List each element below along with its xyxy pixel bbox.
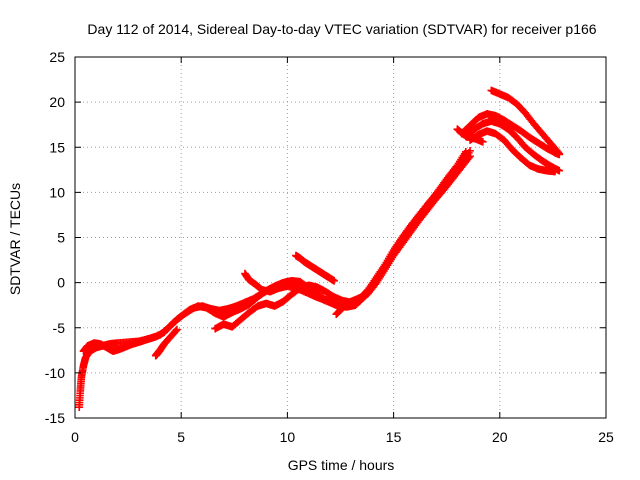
y-tick-label: 5 bbox=[57, 230, 65, 246]
x-tick-labels: 0 5 10 15 20 25 bbox=[71, 429, 614, 445]
series-track-h bbox=[457, 110, 564, 159]
x-tick-label: 5 bbox=[177, 429, 185, 445]
data-point bbox=[173, 325, 181, 334]
data-point bbox=[551, 167, 559, 176]
data-point bbox=[172, 326, 180, 335]
data-point bbox=[555, 149, 564, 158]
y-tick-labels: -15 -10 -5 0 5 10 15 20 25 bbox=[45, 49, 65, 426]
chart-title: Day 112 of 2014, Sidereal Day-to-day VTE… bbox=[87, 21, 596, 37]
series-track-d bbox=[241, 269, 334, 305]
series-track-b bbox=[79, 152, 474, 356]
x-tick-label: 10 bbox=[280, 429, 296, 445]
x-tick-label: 15 bbox=[386, 429, 402, 445]
y-axis-label: SDTVAR / TECUs bbox=[7, 183, 23, 295]
data-point bbox=[326, 296, 334, 305]
data-point bbox=[466, 147, 474, 155]
data-point bbox=[330, 277, 338, 285]
series-track-f bbox=[332, 293, 366, 319]
series-track-l bbox=[453, 125, 487, 146]
series-track-j bbox=[466, 127, 559, 176]
grid-lines bbox=[75, 57, 606, 418]
y-tick-label: -15 bbox=[45, 410, 65, 426]
y-tick-label: 25 bbox=[49, 49, 65, 65]
series-track-e bbox=[292, 251, 338, 285]
x-tick-label: 25 bbox=[598, 429, 614, 445]
y-tick-label: 10 bbox=[49, 184, 65, 200]
y-tick-label: 20 bbox=[49, 94, 65, 110]
axis-ticks bbox=[74, 56, 607, 419]
data-points bbox=[75, 86, 564, 411]
x-tick-label: 0 bbox=[71, 429, 79, 445]
y-tick-label: 0 bbox=[57, 275, 65, 291]
series-track-k bbox=[487, 86, 564, 158]
y-tick-label: -5 bbox=[53, 320, 66, 336]
y-tick-label: -10 bbox=[45, 365, 65, 381]
data-point bbox=[357, 293, 366, 301]
series-track-g bbox=[151, 325, 181, 360]
x-tick-label: 20 bbox=[492, 429, 508, 445]
series-track-a bbox=[75, 147, 470, 411]
data-point bbox=[479, 138, 487, 146]
y-tick-label: 15 bbox=[49, 139, 65, 155]
x-axis-label: GPS time / hours bbox=[288, 457, 395, 473]
